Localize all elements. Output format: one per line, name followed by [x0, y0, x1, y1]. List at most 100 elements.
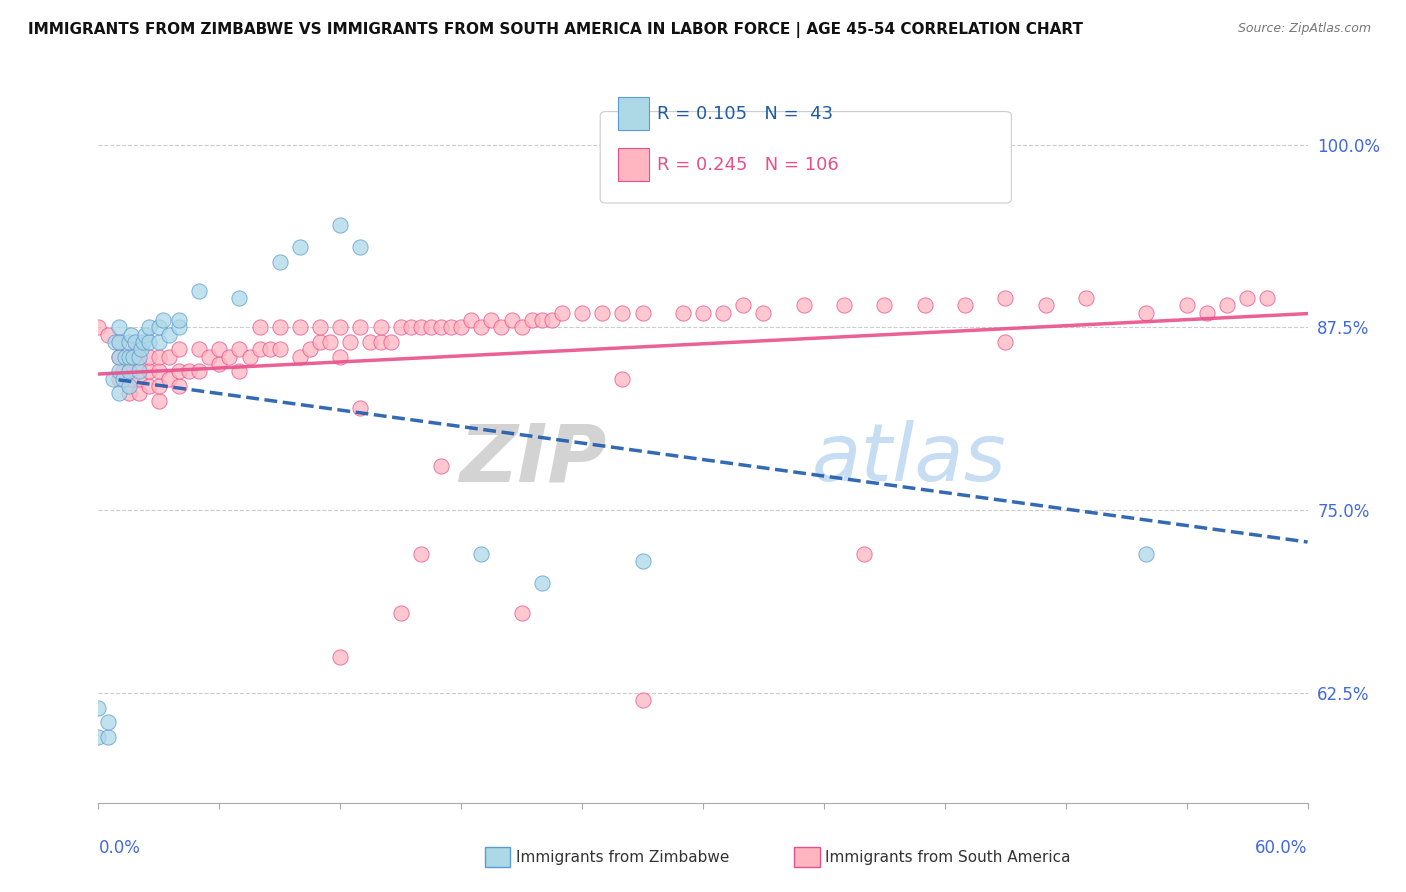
Point	[124, 343, 146, 357]
Point	[107, 364, 129, 378]
Point	[138, 350, 160, 364]
Point	[360, 334, 382, 349]
Point	[97, 730, 120, 744]
Point	[269, 254, 291, 268]
Point	[832, 298, 855, 312]
Point	[118, 386, 141, 401]
Point	[530, 576, 553, 591]
Point	[128, 371, 150, 385]
Point	[430, 320, 453, 334]
Point	[329, 649, 352, 664]
Point	[460, 313, 482, 327]
Point	[188, 364, 211, 378]
Point	[167, 364, 190, 378]
Point	[101, 371, 124, 385]
Point	[953, 298, 976, 312]
Point	[167, 343, 190, 357]
Text: Immigrants from Zimbabwe: Immigrants from Zimbabwe	[516, 850, 730, 864]
Point	[1236, 291, 1258, 305]
Point	[107, 350, 129, 364]
Point	[167, 379, 190, 393]
Text: atlas: atlas	[811, 420, 1007, 498]
Point	[152, 313, 174, 327]
Point	[752, 306, 775, 320]
Point	[329, 320, 352, 334]
Point	[138, 379, 160, 393]
Point	[114, 350, 136, 364]
Text: R = 0.245   N = 106: R = 0.245 N = 106	[657, 156, 839, 174]
Point	[793, 298, 815, 312]
Point	[409, 547, 432, 561]
Point	[107, 334, 129, 349]
Point	[288, 350, 311, 364]
Point	[208, 343, 231, 357]
Point	[97, 327, 120, 342]
Point	[157, 350, 180, 364]
Point	[87, 320, 110, 334]
Point	[692, 306, 714, 320]
Point	[120, 371, 142, 385]
Point	[148, 334, 170, 349]
Point	[994, 291, 1017, 305]
Point	[530, 313, 553, 327]
Point	[309, 334, 332, 349]
Point	[128, 364, 150, 378]
Point	[631, 306, 654, 320]
Point	[380, 334, 402, 349]
Point	[914, 298, 936, 312]
Point	[107, 334, 129, 349]
Point	[118, 364, 141, 378]
Point	[420, 320, 443, 334]
Point	[853, 547, 876, 561]
Point	[501, 313, 523, 327]
Point	[389, 320, 412, 334]
Point	[299, 343, 322, 357]
Point	[288, 320, 311, 334]
Point	[129, 343, 152, 357]
Point	[329, 350, 352, 364]
Text: R = 0.105   N =  43: R = 0.105 N = 43	[657, 104, 834, 123]
Point	[249, 343, 271, 357]
Point	[1074, 291, 1097, 305]
Point	[128, 357, 150, 371]
Point	[1135, 306, 1157, 320]
Point	[409, 320, 432, 334]
Point	[118, 364, 141, 378]
Point	[672, 306, 695, 320]
Point	[631, 554, 654, 568]
Point	[450, 320, 472, 334]
Point	[631, 693, 654, 707]
Point	[440, 320, 463, 334]
Point	[132, 334, 155, 349]
Point	[188, 343, 211, 357]
Bar	[619, 148, 648, 181]
Point	[288, 240, 311, 254]
Text: IMMIGRANTS FROM ZIMBABWE VS IMMIGRANTS FROM SOUTH AMERICA IN LABOR FORCE | AGE 4: IMMIGRANTS FROM ZIMBABWE VS IMMIGRANTS F…	[28, 22, 1083, 38]
Point	[118, 350, 141, 364]
Text: Immigrants from South America: Immigrants from South America	[825, 850, 1071, 864]
Point	[121, 350, 143, 364]
Point	[591, 306, 613, 320]
Point	[218, 350, 240, 364]
Point	[208, 357, 231, 371]
Point	[228, 343, 250, 357]
Point	[138, 364, 160, 378]
Point	[148, 350, 170, 364]
Point	[470, 547, 492, 561]
Point	[157, 327, 180, 342]
Point	[179, 364, 201, 378]
Point	[510, 320, 533, 334]
Point	[430, 459, 453, 474]
Point	[148, 320, 170, 334]
Point	[1175, 298, 1198, 312]
Point	[87, 700, 110, 714]
Point	[349, 320, 371, 334]
Point	[228, 291, 250, 305]
Point	[349, 401, 371, 415]
Point	[309, 320, 332, 334]
Point	[103, 334, 125, 349]
Point	[733, 298, 755, 312]
Point	[711, 306, 734, 320]
Point	[249, 320, 271, 334]
Point	[481, 313, 503, 327]
